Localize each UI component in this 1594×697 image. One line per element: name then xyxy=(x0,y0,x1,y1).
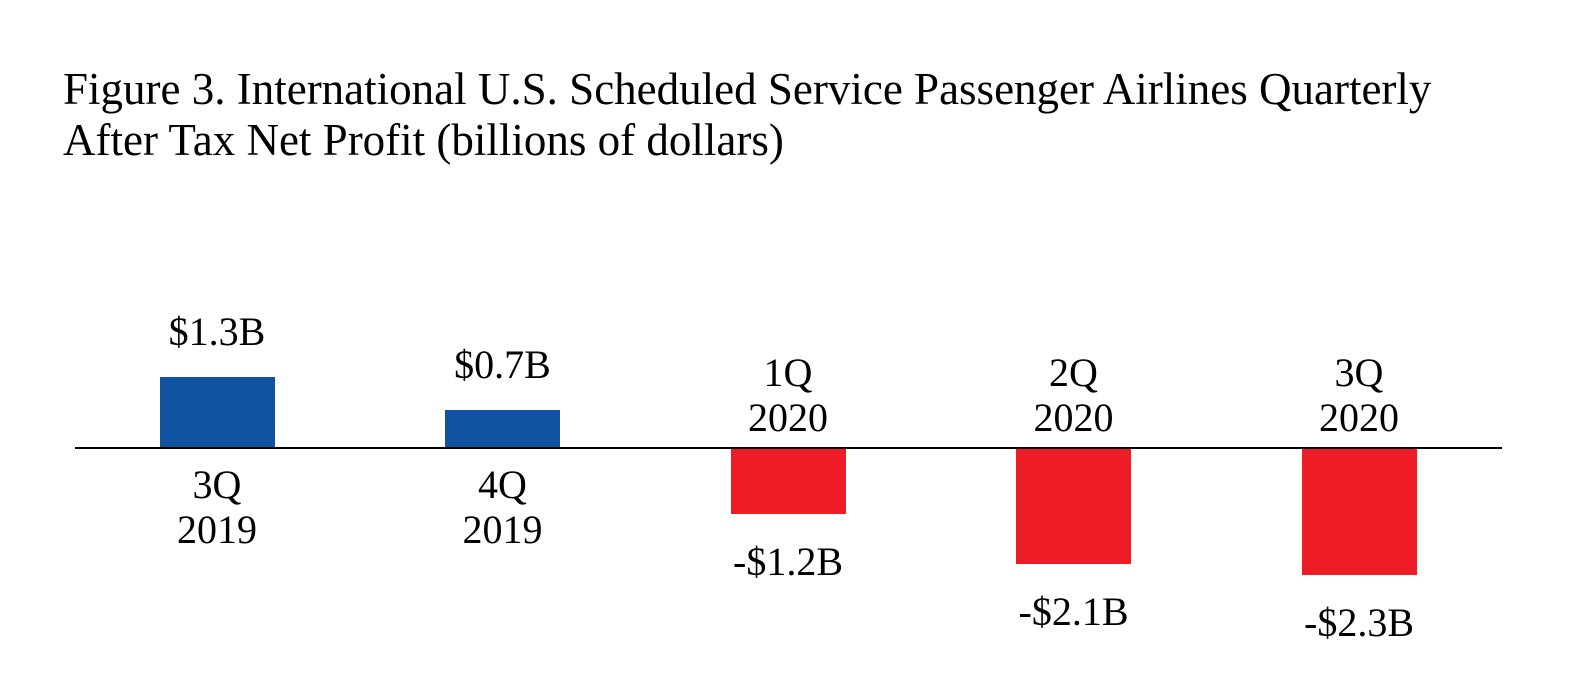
category-label-line: 1Q xyxy=(763,350,813,395)
bar-4q-2019 xyxy=(445,409,560,448)
bar-3q-2020 xyxy=(1301,448,1417,575)
category-label-2q-2020: 2Q 2020 xyxy=(924,350,1224,440)
category-label-4q-2019: 4Q 2019 xyxy=(353,462,653,552)
bar-2q-2020 xyxy=(1016,448,1131,564)
category-label-line: 2020 xyxy=(1033,395,1114,440)
category-label-3q-2020: 3Q 2020 xyxy=(1209,350,1509,440)
figure-title-line1: Figure 3. International U.S. Scheduled S… xyxy=(63,64,1432,114)
bar-1q-2020 xyxy=(730,448,846,514)
category-label-1q-2020: 1Q 2020 xyxy=(638,350,938,440)
category-label-line: 3Q xyxy=(192,462,242,507)
category-label-line: 4Q xyxy=(478,462,527,507)
value-label-2q-2020: -$2.1B xyxy=(1018,588,1129,634)
bar-3q-2019 xyxy=(159,376,275,448)
figure-title-line2: After Tax Net Profit (billions of dollar… xyxy=(63,115,784,165)
category-label-line: 2Q xyxy=(1049,350,1098,395)
value-label-3q-2020: -$2.3B xyxy=(1304,599,1414,645)
category-label-line: 2019 xyxy=(177,507,257,552)
value-label-4q-2019: $0.7B xyxy=(454,341,551,387)
category-label-line: 3Q xyxy=(1334,350,1384,395)
value-label-3q-2019: $1.3B xyxy=(168,308,266,354)
value-label-1q-2020: -$1.2B xyxy=(733,539,843,584)
category-label-3q-2019: 3Q 2019 xyxy=(67,462,367,552)
category-label-line: 2019 xyxy=(462,507,543,552)
category-label-line: 2020 xyxy=(748,395,828,440)
x-axis-line xyxy=(75,447,1502,449)
category-label-line: 2020 xyxy=(1319,395,1399,440)
figure-title: Figure 3. International U.S. Scheduled S… xyxy=(63,64,1431,166)
